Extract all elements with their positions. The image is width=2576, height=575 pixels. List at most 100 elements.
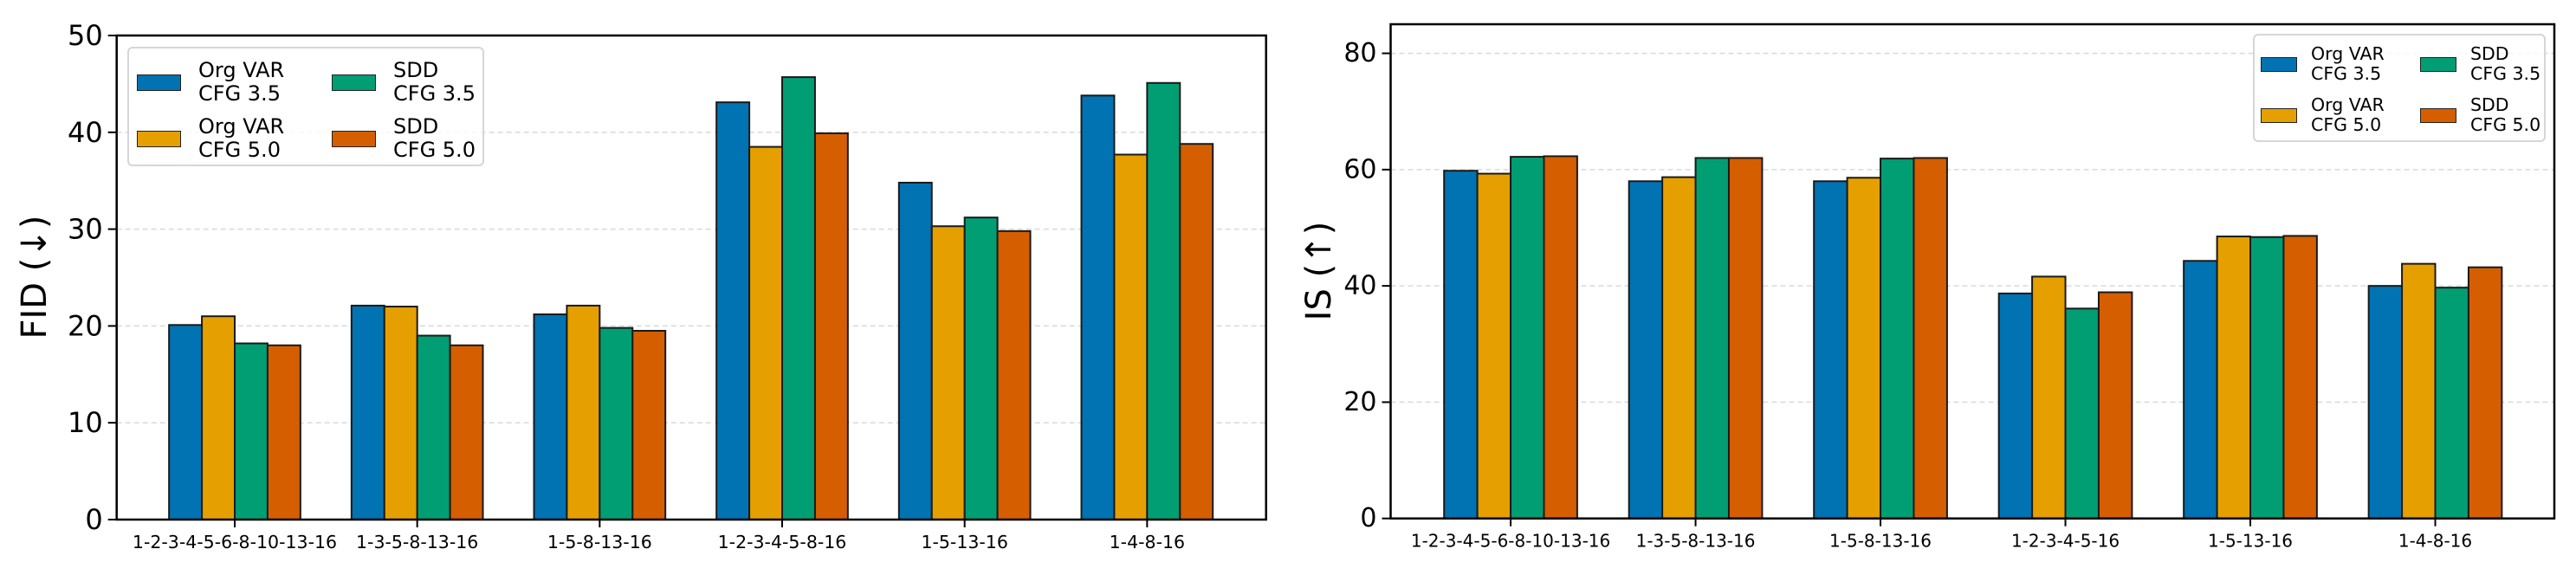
is-x-tick-label: 1-5-13-16 (2208, 531, 2293, 552)
is-y-tick-label: 60 (1343, 154, 1376, 184)
fid-x-tick-label: 1-4-8-16 (1110, 532, 1185, 552)
is-chart: 0 20 40 60 80 1-2-3-4-5-6-8-10-13-16 1-3-5-8-1… (1343, 23, 2556, 552)
legend-label: SDD CFG 5.0 (2470, 94, 2541, 135)
fid-bar (897, 181, 933, 520)
is-bar (2401, 262, 2437, 520)
is-bar (2434, 287, 2469, 520)
is-bar (1694, 157, 1730, 520)
fid-legend: Org VAR CFG 3.5 Org VAR CFG 5.0 SDD CFG … (127, 47, 484, 166)
is-bar (1813, 180, 1848, 520)
is-bar (1913, 157, 1948, 520)
is-y-tick-label: 20 (1343, 387, 1376, 417)
is-bar (1846, 177, 1882, 520)
fid-bar (350, 304, 385, 520)
is-bar (1727, 157, 1764, 520)
is-x-tick-label: 1-2-3-4-5-16 (2011, 531, 2120, 552)
is-bar (2216, 236, 2252, 520)
is-x-tick-label: 1-2-3-4-5-6-8-10-13-16 (1411, 531, 1610, 552)
fid-legend-item-org-var-cfg-3-5: Org VAR CFG 3.5 (137, 59, 284, 106)
fid-bar (781, 76, 816, 520)
fid-y-tick-label: 10 (68, 406, 103, 439)
fid-bar (1146, 81, 1181, 520)
is-y-tick-label: 40 (1343, 271, 1376, 301)
legend-swatch (332, 74, 376, 91)
fid-y-tick-label: 0 (85, 503, 102, 536)
is-x-tick-label: 1-5-8-13-16 (1829, 531, 1932, 552)
fid-x-tick-label: 1-2-3-4-5-8-16 (718, 532, 847, 552)
legend-swatch (137, 130, 181, 147)
legend-swatch (137, 74, 181, 91)
is-bar (2183, 260, 2218, 520)
fid-x-tick-label: 1-5-13-16 (921, 532, 1007, 552)
fid-bar (813, 132, 849, 520)
fid-bar (566, 304, 601, 520)
legend-swatch (2261, 56, 2297, 72)
fid-legend-item-sdd-cfg-5-0: SDD CFG 5.0 (332, 115, 476, 162)
fid-bar (599, 326, 634, 520)
fid-y-tick-label: 20 (68, 309, 103, 342)
is-bar (1476, 172, 1512, 520)
fid-bar (715, 101, 751, 520)
legend-swatch (2261, 107, 2297, 123)
fid-bar (533, 313, 568, 521)
fid-bar (930, 225, 966, 520)
legend-label: SDD CFG 3.5 (2470, 43, 2541, 84)
is-legend-item-org-var-cfg-3-5: Org VAR CFG 3.5 (2261, 44, 2385, 84)
fid-y-tick-label: 40 (68, 116, 103, 149)
fid-bar (266, 344, 301, 521)
fid-bar (631, 329, 667, 520)
fid-x-tick-label: 1-3-5-8-13-16 (356, 532, 478, 552)
fid-legend-item-sdd-cfg-3-5: SDD CFG 3.5 (332, 59, 476, 106)
is-y-axis-label: IS (↑) (1299, 221, 1339, 321)
is-x-tick-label: 1-3-5-8-13-16 (1636, 531, 1756, 552)
fid-bar (748, 145, 784, 520)
fid-legend-item-org-var-cfg-5-0: Org VAR CFG 5.0 (137, 115, 284, 162)
fid-bar (234, 342, 269, 520)
is-bar (1510, 156, 1545, 520)
fid-y-tick-label: 30 (68, 213, 103, 246)
legend-label: Org VAR CFG 3.5 (198, 58, 285, 106)
is-bar (1880, 158, 1915, 520)
legend-label: SDD CFG 3.5 (393, 58, 476, 106)
is-bar (1997, 292, 2034, 520)
is-y-tick-label: 0 (1360, 503, 1376, 533)
legend-swatch (2420, 56, 2456, 72)
is-y-tick-label: 80 (1343, 38, 1376, 68)
fid-bar (449, 344, 484, 521)
is-bar (1543, 155, 1578, 520)
is-legend: Org VAR CFG 3.5 Org VAR CFG 5.0 SDD CFG … (2253, 34, 2546, 142)
fid-axes-frame (115, 34, 1267, 521)
is-legend-item-sdd-cfg-5-0: SDD CFG 5.0 (2420, 95, 2540, 135)
is-legend-item-sdd-cfg-3-5: SDD CFG 3.5 (2420, 44, 2540, 84)
is-bar (1661, 176, 1697, 520)
legend-swatch (2420, 107, 2456, 123)
is-bar (1628, 180, 1664, 520)
fid-bar (1080, 94, 1116, 520)
fid-x-tick-label: 1-2-3-4-5-6-8-10-13-16 (133, 532, 337, 552)
legend-label: Org VAR CFG 5.0 (198, 114, 285, 162)
is-bar (2064, 307, 2100, 520)
fid-chart: 0 10 20 30 40 50 1-2-3-4-5-6-8-10-13-16 1-3-5-8… (68, 19, 1267, 552)
is-bar (2249, 236, 2285, 520)
is-x-tick-label: 1-4-8-16 (2398, 531, 2472, 552)
fid-y-tick-label: 50 (68, 19, 103, 52)
legend-label: Org VAR CFG 3.5 (2311, 43, 2385, 84)
fid-bar (416, 334, 451, 520)
fid-bar (996, 229, 1032, 520)
fid-x-tick-label: 1-5-8-13-16 (547, 532, 652, 552)
is-bar (2367, 285, 2404, 520)
fid-bar (201, 315, 236, 520)
is-axes-frame (1389, 23, 2556, 520)
fid-bar (963, 216, 999, 521)
is-bar (2097, 291, 2133, 520)
fid-bar (168, 324, 204, 521)
legend-label: Org VAR CFG 5.0 (2311, 94, 2385, 135)
is-bar (1443, 170, 1479, 520)
legend-swatch (332, 130, 376, 147)
legend-label: SDD CFG 5.0 (393, 114, 476, 162)
is-legend-item-org-var-cfg-5-0: Org VAR CFG 5.0 (2261, 95, 2385, 135)
fid-bar (383, 306, 418, 521)
is-bar (2031, 275, 2067, 520)
fid-bar (1113, 153, 1149, 520)
